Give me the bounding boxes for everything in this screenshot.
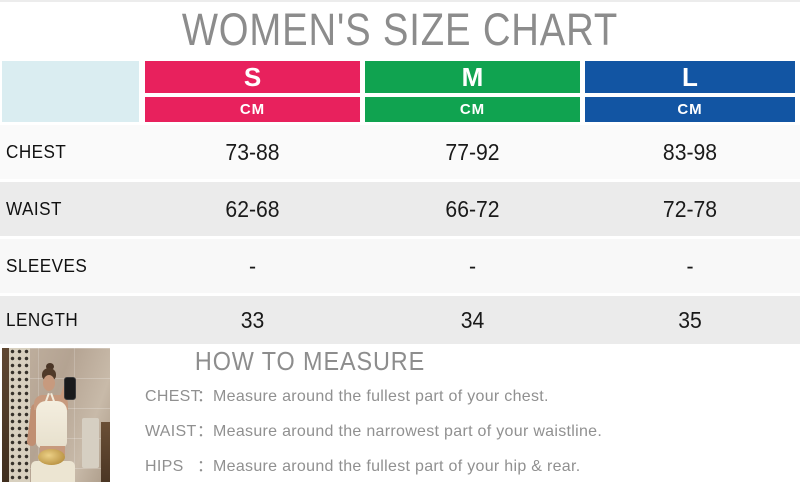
measure-line-hips: HIPS ：Measure around the fullest part of … <box>145 456 745 478</box>
photo-wall-niche <box>82 418 99 468</box>
photo-model-top <box>36 401 67 448</box>
unit-cell-s: CM <box>145 97 360 122</box>
chest-value-l: 83-98 <box>662 139 718 165</box>
row-label-chest: CHEST <box>6 142 67 162</box>
size-header-s: S <box>145 61 360 93</box>
table-row-waist: WAIST 62-68 66-72 72-78 <box>0 182 800 236</box>
measure-line-waist: WAIST：Measure around the narrowest part … <box>145 421 745 443</box>
measure-label-hips: HIPS <box>145 458 184 475</box>
waist-value-l: 72-78 <box>662 196 718 222</box>
unit-cell-m: CM <box>365 97 580 122</box>
model-photo <box>2 348 110 482</box>
row-label-sleeves: SLEEVES <box>6 256 88 276</box>
table-row-chest: CHEST 73-88 77-92 83-98 <box>0 125 800 179</box>
chest-value-s: 73-88 <box>225 139 280 165</box>
size-header-l: L <box>585 61 795 93</box>
measure-label-waist: WAIST <box>145 423 197 440</box>
photo-model-hair-bun <box>46 363 54 370</box>
length-value-l: 35 <box>678 307 702 333</box>
waist-value-m: 66-72 <box>445 196 500 222</box>
photo-wood-frame-left <box>2 348 9 482</box>
measure-label-chest: CHEST <box>145 388 201 405</box>
unit-cell-l: CM <box>585 97 795 122</box>
how-to-measure-heading: HOW TO MEASURE <box>194 346 426 376</box>
sleeves-value-l: - <box>686 253 694 279</box>
measure-colon: ： <box>197 458 214 475</box>
measure-colon: ： <box>197 388 214 405</box>
sleeves-value-m: - <box>468 253 477 279</box>
size-header-m: M <box>365 61 580 93</box>
size-table-corner-cell <box>2 61 139 122</box>
measure-colon: ： <box>197 423 214 440</box>
photo-wood-frame-right <box>101 422 110 482</box>
page-title: WOMEN'S SIZE CHART <box>181 4 619 55</box>
waist-value-s: 62-68 <box>225 196 280 222</box>
row-label-waist: WAIST <box>6 199 62 219</box>
photo-gold-clutch <box>38 449 65 465</box>
length-value-m: 34 <box>460 307 485 333</box>
table-row-length: LENGTH 33 34 35 <box>0 296 800 344</box>
table-row-sleeves: SLEEVES - - - <box>0 239 800 293</box>
length-value-s: 33 <box>240 307 265 333</box>
measure-text-hips: Measure around the fullest part of your … <box>213 458 581 475</box>
sleeves-value-s: - <box>248 253 257 279</box>
measure-line-chest: CHEST：Measure around the fullest part of… <box>145 386 745 408</box>
photo-smartphone <box>64 377 76 400</box>
chest-value-m: 77-92 <box>445 139 500 165</box>
measure-text-chest: Measure around the fullest part of your … <box>213 388 549 405</box>
photo-model-skirt <box>31 461 75 482</box>
measure-text-waist: Measure around the narrowest part of you… <box>213 423 603 440</box>
photo-mosaic-tiles <box>9 348 30 482</box>
row-label-length: LENGTH <box>6 310 79 330</box>
photo-model-head <box>43 375 55 391</box>
